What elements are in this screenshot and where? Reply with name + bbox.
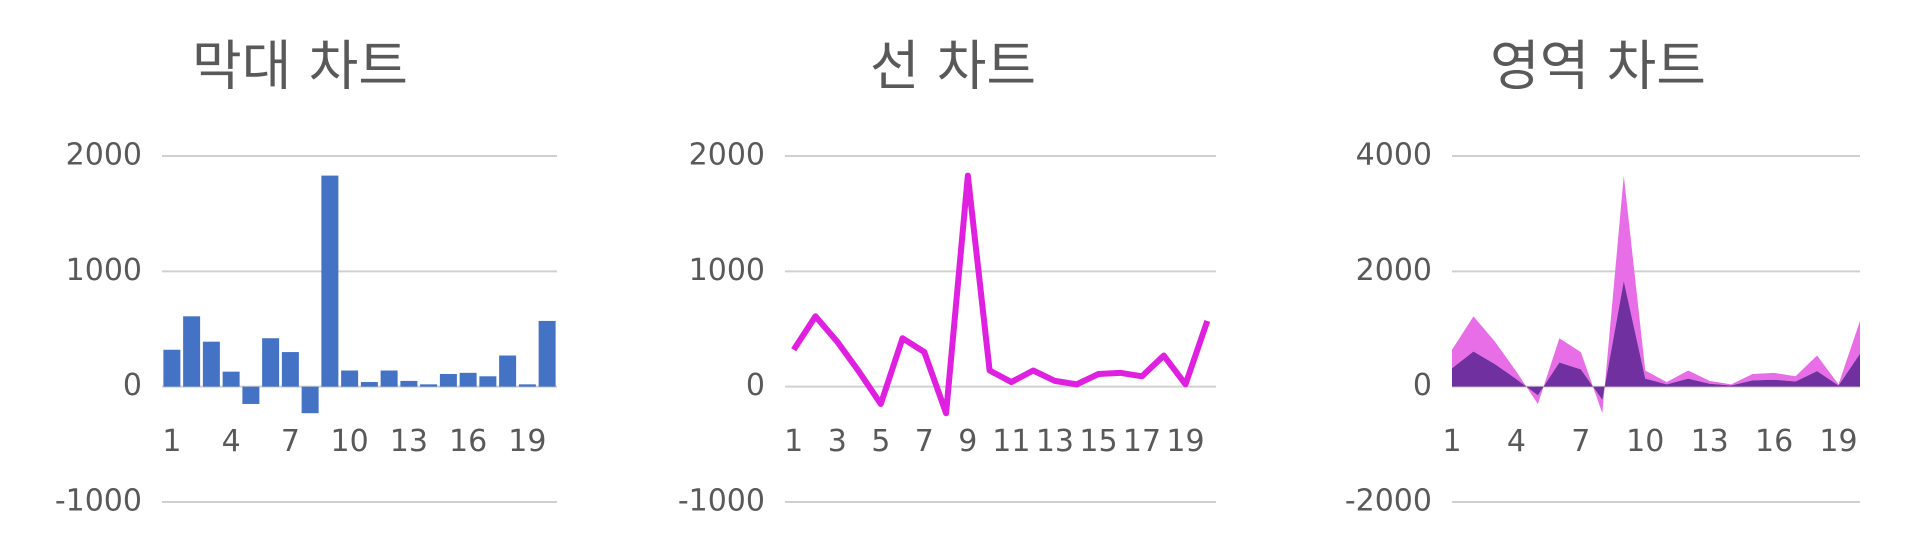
y-tick-label: -2000	[1345, 484, 1432, 519]
x-tick-label: 7	[1571, 424, 1590, 459]
x-tick-label: 9	[958, 424, 977, 459]
x-tick-label: 3	[828, 424, 847, 459]
x-tick-label: 19	[508, 424, 546, 459]
bar	[341, 370, 359, 387]
bar	[479, 376, 497, 387]
x-tick-label: 1	[162, 424, 181, 459]
x-tick-label: 5	[871, 424, 890, 459]
x-tick-label: 17	[1123, 424, 1161, 459]
bar	[281, 352, 299, 387]
bar	[360, 382, 378, 387]
chart-title: 선 차트	[870, 35, 1036, 98]
y-tick-label: 0	[1413, 368, 1432, 403]
y-tick-label: 2000	[66, 138, 142, 173]
chart-title: 영역 차트	[1490, 35, 1706, 98]
bar	[242, 386, 260, 404]
y-tick-label: -1000	[678, 484, 765, 519]
x-tick-label: 7	[281, 424, 300, 459]
x-tick-label: 1	[784, 424, 803, 459]
x-tick-label: 19	[1166, 424, 1204, 459]
x-tick-label: 7	[915, 424, 934, 459]
bar	[439, 373, 457, 387]
y-tick-label: 2000	[689, 138, 765, 173]
bar	[183, 316, 201, 387]
x-tick-label: 16	[1755, 424, 1793, 459]
bar	[163, 349, 181, 387]
bar	[420, 384, 438, 387]
x-tick-label: 13	[1036, 424, 1074, 459]
line-series	[791, 172, 1211, 417]
x-tick-label: 4	[1507, 424, 1526, 459]
bar	[518, 384, 536, 387]
bar	[499, 355, 517, 387]
x-tick-label: 13	[1691, 424, 1729, 459]
x-tick-label: 11	[992, 424, 1030, 459]
y-tick-label: 0	[746, 368, 765, 403]
bar	[321, 175, 339, 387]
x-tick-label: 13	[390, 424, 428, 459]
y-tick-label: 4000	[1356, 138, 1432, 173]
bar	[459, 372, 477, 387]
x-tick-label: 4	[222, 424, 241, 459]
y-tick-label: 1000	[66, 253, 142, 288]
bar	[202, 341, 220, 387]
bar	[400, 380, 418, 387]
bar	[262, 338, 280, 387]
bar	[380, 370, 398, 387]
area-series	[1452, 281, 1860, 400]
x-tick-label: 19	[1819, 424, 1857, 459]
bar	[538, 320, 556, 387]
bar	[301, 386, 319, 414]
x-tick-label: 15	[1079, 424, 1117, 459]
y-tick-label: 2000	[1356, 253, 1432, 288]
x-tick-label: 10	[331, 424, 369, 459]
bar	[222, 371, 240, 387]
x-tick-label: 1	[1442, 424, 1461, 459]
x-tick-label: 16	[449, 424, 487, 459]
x-tick-label: 10	[1626, 424, 1664, 459]
y-tick-label: 1000	[689, 253, 765, 288]
chart-title: 막대 차트	[192, 35, 408, 98]
y-tick-label: -1000	[55, 484, 142, 519]
y-tick-label: 0	[123, 368, 142, 403]
